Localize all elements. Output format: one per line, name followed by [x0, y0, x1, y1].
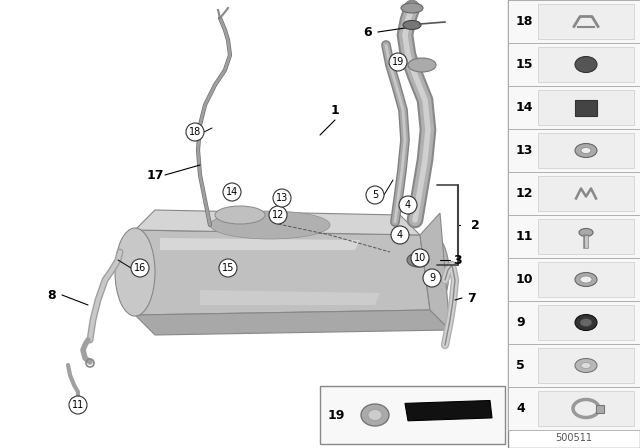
Bar	[538, 348, 634, 383]
Text: 8: 8	[48, 289, 56, 302]
Circle shape	[366, 186, 384, 204]
Circle shape	[273, 189, 291, 207]
Text: 10: 10	[516, 273, 534, 286]
Text: 6: 6	[364, 26, 372, 39]
Bar	[538, 219, 634, 254]
Text: 7: 7	[468, 292, 476, 305]
Text: 16: 16	[134, 263, 146, 273]
Ellipse shape	[210, 211, 330, 239]
Ellipse shape	[575, 272, 597, 287]
Ellipse shape	[407, 253, 429, 267]
Circle shape	[69, 396, 87, 414]
Text: 3: 3	[454, 254, 462, 267]
Ellipse shape	[581, 147, 591, 154]
Polygon shape	[135, 310, 450, 335]
Ellipse shape	[411, 233, 449, 311]
Text: 19: 19	[328, 409, 346, 422]
Bar	[538, 133, 634, 168]
Ellipse shape	[575, 143, 597, 158]
Bar	[538, 47, 634, 82]
Bar	[508, 344, 640, 387]
Text: 17: 17	[147, 168, 164, 181]
Ellipse shape	[115, 228, 155, 316]
Text: 5: 5	[372, 190, 378, 200]
Text: 4: 4	[405, 200, 411, 210]
Text: 13: 13	[276, 193, 288, 203]
Text: 19: 19	[392, 57, 404, 67]
Circle shape	[219, 259, 237, 277]
Ellipse shape	[580, 276, 592, 283]
Polygon shape	[420, 213, 450, 330]
Ellipse shape	[368, 409, 382, 421]
Text: 14: 14	[516, 101, 534, 114]
Ellipse shape	[401, 3, 423, 13]
Text: 1: 1	[331, 103, 339, 116]
Bar	[596, 405, 604, 413]
Ellipse shape	[579, 228, 593, 237]
Bar	[508, 86, 640, 129]
Bar	[508, 301, 640, 344]
Text: 12: 12	[272, 210, 284, 220]
Ellipse shape	[575, 358, 597, 372]
Text: 18: 18	[189, 127, 201, 137]
Text: 12: 12	[516, 187, 534, 200]
Circle shape	[131, 259, 149, 277]
Bar	[538, 305, 634, 340]
Polygon shape	[160, 238, 360, 250]
Text: 11: 11	[72, 400, 84, 410]
Bar	[508, 215, 640, 258]
Ellipse shape	[575, 314, 597, 331]
Bar	[575, 99, 597, 116]
Text: 15: 15	[516, 58, 534, 71]
Circle shape	[399, 196, 417, 214]
Circle shape	[411, 249, 429, 267]
Circle shape	[423, 269, 441, 287]
Bar	[508, 0, 640, 43]
Bar	[508, 387, 640, 430]
Bar	[508, 43, 640, 86]
Bar	[538, 391, 634, 426]
Bar	[508, 0, 640, 448]
Text: 500511: 500511	[556, 433, 593, 443]
Bar	[508, 172, 640, 215]
Ellipse shape	[361, 404, 389, 426]
Polygon shape	[405, 401, 492, 421]
Text: 2: 2	[470, 219, 479, 232]
Text: 4: 4	[397, 230, 403, 240]
Circle shape	[186, 123, 204, 141]
Bar	[320, 386, 505, 444]
Text: 15: 15	[222, 263, 234, 273]
Circle shape	[389, 53, 407, 71]
Bar	[538, 90, 634, 125]
Ellipse shape	[580, 319, 592, 327]
Bar	[538, 262, 634, 297]
Text: 10: 10	[414, 253, 426, 263]
Bar	[508, 258, 640, 301]
Text: 5: 5	[516, 359, 525, 372]
Circle shape	[223, 183, 241, 201]
Text: 13: 13	[516, 144, 533, 157]
Text: 9: 9	[429, 273, 435, 283]
Bar	[538, 176, 634, 211]
Text: 9: 9	[516, 316, 525, 329]
Polygon shape	[135, 230, 430, 315]
Polygon shape	[135, 210, 420, 235]
Ellipse shape	[575, 56, 597, 73]
Text: 18: 18	[516, 15, 533, 28]
Bar	[508, 129, 640, 172]
Circle shape	[391, 226, 409, 244]
Text: 14: 14	[226, 187, 238, 197]
Text: 11: 11	[516, 230, 534, 243]
Ellipse shape	[215, 206, 265, 224]
Ellipse shape	[581, 362, 591, 369]
Ellipse shape	[408, 58, 436, 72]
Polygon shape	[200, 290, 380, 305]
Text: 4: 4	[516, 402, 525, 415]
Bar	[538, 4, 634, 39]
Ellipse shape	[403, 21, 421, 30]
Circle shape	[269, 206, 287, 224]
